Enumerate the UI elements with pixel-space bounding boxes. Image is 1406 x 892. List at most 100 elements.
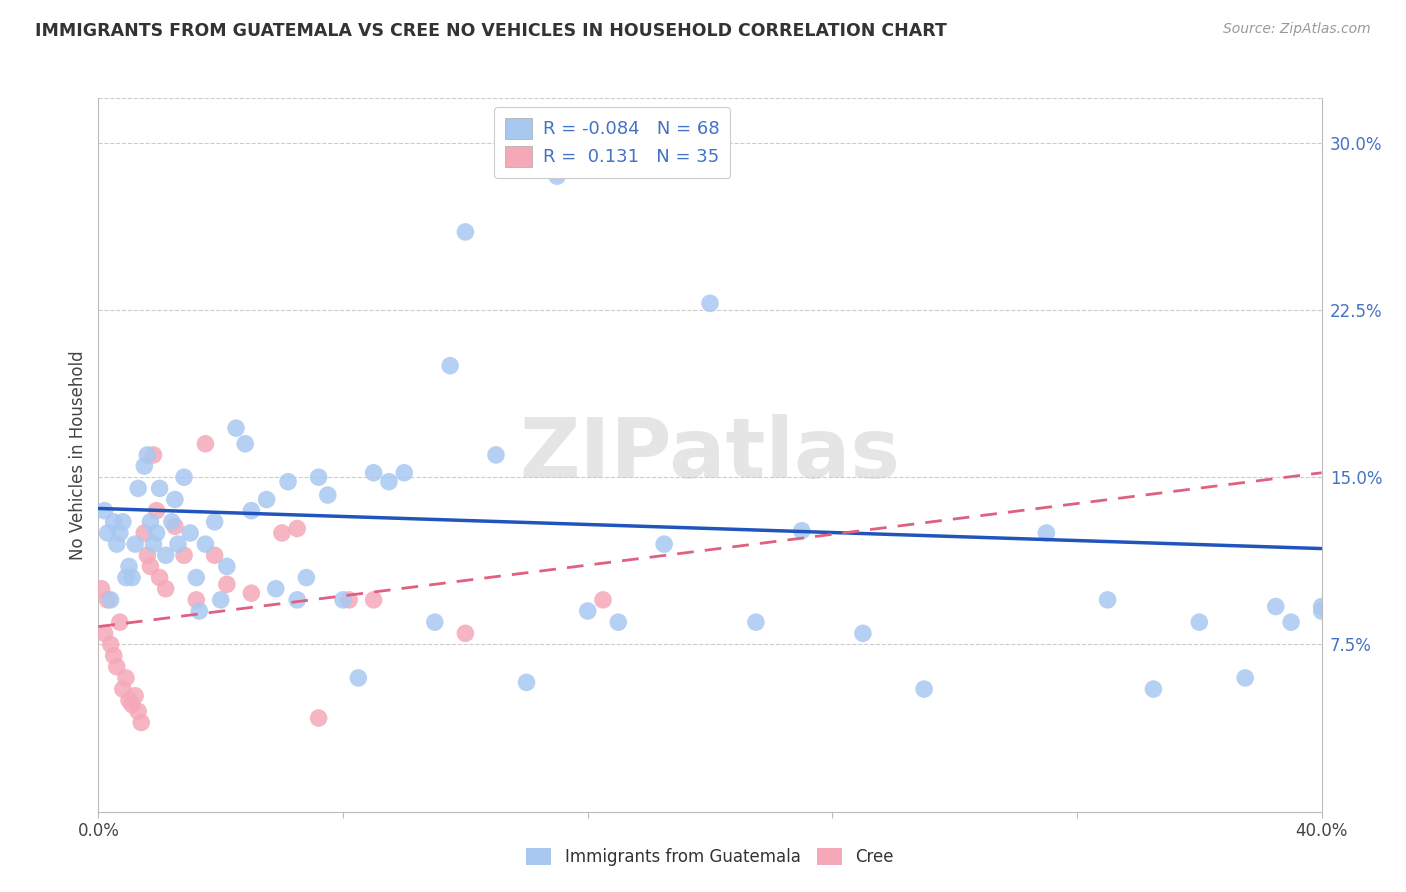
Point [127, 705, 149, 719]
Point [149, 482, 172, 496]
Legend: Immigrants from Guatemala, Cree: Immigrants from Guatemala, Cree [517, 840, 903, 875]
Point [378, 475, 401, 489]
Point [308, 470, 330, 484]
Point [439, 359, 461, 373]
Point [576, 604, 599, 618]
Point [699, 296, 721, 310]
Point [127, 482, 149, 496]
Text: Source: ZipAtlas.com: Source: ZipAtlas.com [1223, 22, 1371, 37]
Point [100, 592, 122, 607]
Point [105, 660, 128, 674]
Point [93, 503, 115, 517]
Point [167, 537, 190, 551]
Point [134, 526, 156, 541]
Point [1310, 604, 1333, 618]
Point [745, 615, 768, 630]
Point [139, 515, 162, 529]
Point [121, 571, 143, 585]
Point [118, 559, 141, 574]
Point [90, 582, 112, 596]
Point [103, 648, 125, 663]
Point [136, 548, 159, 563]
Point [295, 571, 318, 585]
Point [308, 711, 330, 725]
Point [454, 626, 477, 640]
Point [285, 521, 308, 535]
Point [546, 169, 568, 184]
Point [186, 571, 208, 585]
Point [912, 681, 935, 696]
Point [124, 537, 146, 551]
Point [363, 592, 385, 607]
Point [204, 515, 226, 529]
Point [188, 604, 211, 618]
Point [277, 475, 299, 489]
Point [256, 492, 278, 507]
Point [111, 681, 134, 696]
Point [139, 559, 162, 574]
Point [790, 524, 813, 538]
Point [392, 466, 416, 480]
Point [108, 615, 131, 630]
Point [163, 492, 186, 507]
Point [316, 488, 339, 502]
Point [100, 637, 122, 651]
Point [134, 459, 156, 474]
Point [1188, 615, 1211, 630]
Point [852, 626, 875, 640]
Point [215, 577, 238, 591]
Point [115, 571, 138, 585]
Point [155, 548, 177, 563]
Point [240, 586, 263, 600]
Point [97, 592, 120, 607]
Point [347, 671, 370, 685]
Point [105, 537, 128, 551]
Point [240, 503, 263, 517]
Point [149, 571, 172, 585]
Point [93, 626, 115, 640]
Point [145, 526, 167, 541]
Point [173, 548, 195, 563]
Point [194, 537, 217, 551]
Text: ZIPatlas: ZIPatlas [520, 415, 900, 495]
Point [454, 225, 477, 239]
Point [1234, 671, 1257, 685]
Point [215, 559, 238, 574]
Point [209, 592, 232, 607]
Point [264, 582, 287, 596]
Y-axis label: No Vehicles in Household: No Vehicles in Household [69, 350, 87, 560]
Point [270, 526, 292, 541]
Point [1142, 681, 1164, 696]
Point [186, 592, 208, 607]
Point [337, 592, 360, 607]
Point [142, 537, 165, 551]
Point [97, 526, 120, 541]
Point [652, 537, 675, 551]
Point [136, 448, 159, 462]
Point [179, 526, 201, 541]
Point [118, 693, 141, 707]
Point [363, 466, 385, 480]
Point [145, 503, 167, 517]
Point [423, 615, 446, 630]
Text: IMMIGRANTS FROM GUATEMALA VS CREE NO VEHICLES IN HOUSEHOLD CORRELATION CHART: IMMIGRANTS FROM GUATEMALA VS CREE NO VEH… [35, 22, 948, 40]
Point [607, 615, 630, 630]
Point [160, 515, 183, 529]
Point [1264, 599, 1286, 614]
Point [1097, 592, 1119, 607]
Point [1035, 526, 1057, 541]
Point [129, 715, 152, 730]
Point [124, 689, 146, 703]
Point [516, 675, 538, 690]
Point [142, 448, 165, 462]
Point [285, 592, 308, 607]
Point [1310, 599, 1333, 614]
Point [1279, 615, 1302, 630]
Point [233, 436, 256, 450]
Point [103, 515, 125, 529]
Point [111, 515, 134, 529]
Point [225, 421, 247, 435]
Point [108, 526, 131, 541]
Point [485, 448, 508, 462]
Point [204, 548, 226, 563]
